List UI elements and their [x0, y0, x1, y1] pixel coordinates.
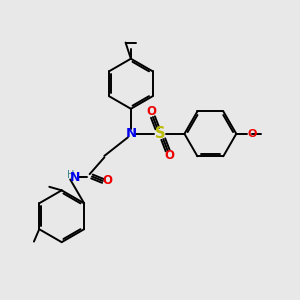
Text: H: H — [67, 170, 74, 180]
Text: O: O — [102, 174, 112, 188]
Text: O: O — [247, 129, 256, 139]
Text: N: N — [70, 172, 81, 184]
Text: O: O — [146, 105, 157, 118]
Text: S: S — [155, 126, 166, 141]
Text: O: O — [164, 149, 174, 162]
Text: N: N — [125, 127, 136, 140]
